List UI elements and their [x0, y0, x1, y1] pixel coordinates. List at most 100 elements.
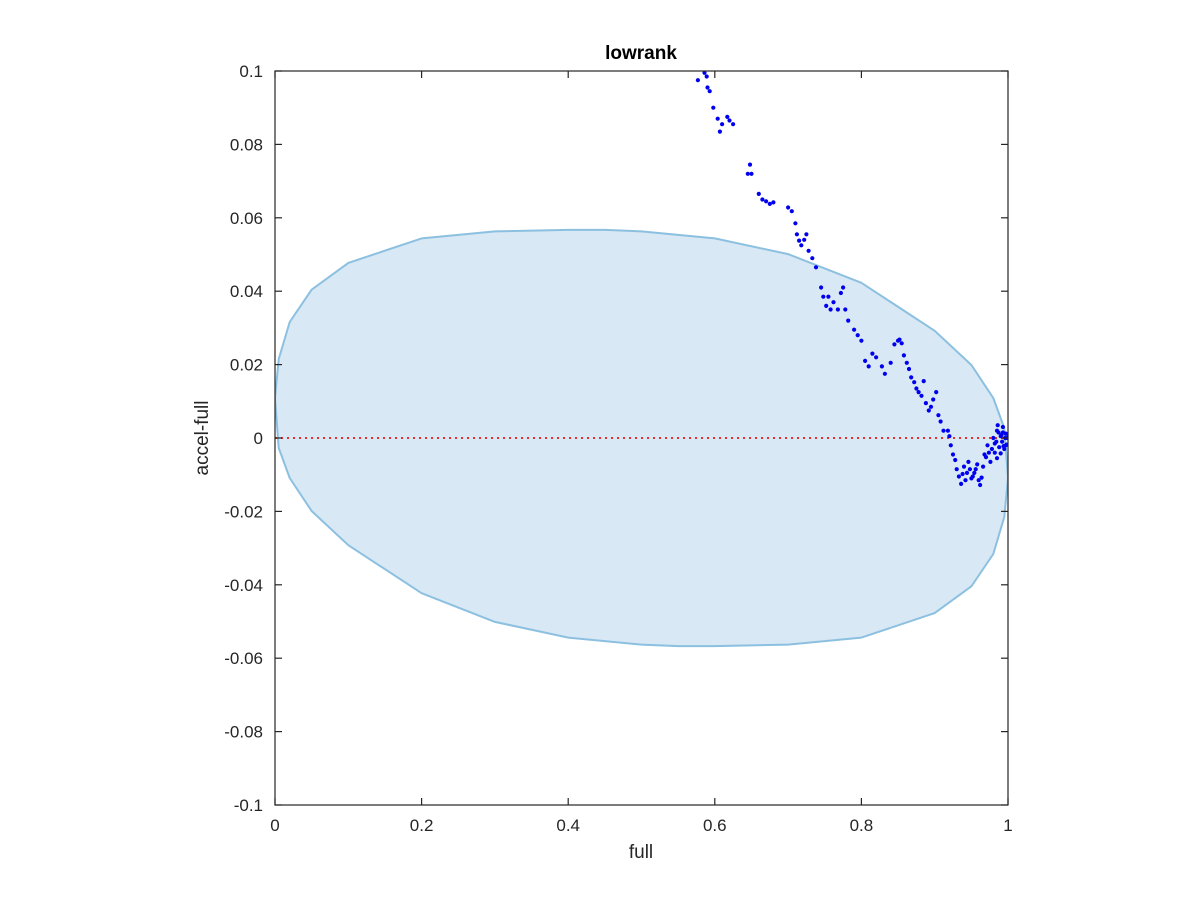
x-tick-label: 1 [1003, 816, 1012, 835]
data-point [989, 446, 995, 452]
y-tick-label: -0.02 [224, 502, 263, 521]
data-point [985, 443, 990, 448]
y-tick-label: 0 [254, 429, 263, 448]
data-point [764, 199, 769, 204]
y-tick-label: 0.06 [230, 209, 263, 228]
data-point [995, 423, 1000, 428]
data-point [846, 318, 851, 323]
data-point [978, 482, 983, 488]
data-point [707, 89, 712, 94]
data-point [916, 390, 921, 395]
data-point [852, 327, 857, 332]
data-point [731, 122, 736, 127]
x-tick-label: 0 [270, 816, 279, 835]
data-point [950, 452, 956, 457]
data-point [934, 390, 939, 395]
x-tick-label: 0.6 [703, 816, 727, 835]
data-point [956, 474, 962, 479]
data-point [970, 474, 975, 479]
data-point [928, 404, 934, 409]
y-tick-label: -0.06 [224, 649, 263, 668]
plot-content [275, 71, 1008, 648]
chart-title: lowrank [605, 43, 677, 64]
data-point [813, 265, 819, 270]
data-point [810, 256, 815, 261]
data-point [826, 294, 831, 299]
data-point [756, 191, 761, 196]
data-point [992, 441, 997, 446]
data-point [892, 342, 897, 347]
data-point [824, 303, 829, 308]
data-point [821, 294, 826, 299]
x-tick-label: 0.8 [850, 816, 874, 835]
data-point [975, 462, 980, 467]
data-point [960, 471, 965, 477]
data-point [998, 451, 1003, 456]
data-point [899, 341, 904, 346]
data-point [996, 430, 1001, 435]
data-point [1000, 424, 1006, 430]
data-point [767, 201, 772, 206]
data-point [859, 338, 864, 343]
data-point [953, 457, 958, 463]
data-point [715, 116, 720, 121]
data-point [705, 85, 710, 90]
y-tick-label: -0.04 [224, 576, 263, 595]
data-point [906, 366, 912, 372]
data-point [986, 450, 992, 455]
data-point [717, 129, 723, 134]
data-point [804, 232, 809, 237]
data-point [874, 355, 879, 360]
x-axis-label: full [629, 842, 653, 863]
data-point [745, 171, 750, 176]
data-point [727, 118, 732, 123]
y-tick-label: -0.1 [234, 796, 263, 815]
data-point [909, 375, 914, 380]
data-point [838, 290, 844, 296]
data-point [843, 307, 848, 312]
data-point [794, 232, 800, 237]
data-point [897, 337, 902, 342]
data-point [967, 467, 973, 472]
data-point [841, 285, 846, 290]
data-point [983, 455, 989, 460]
data-point [914, 386, 919, 391]
data-point [806, 248, 811, 253]
data-point [863, 358, 868, 363]
y-tick-label: 0.08 [230, 135, 263, 154]
data-point [725, 114, 730, 119]
data-point [959, 481, 964, 486]
data-point [936, 413, 941, 418]
data-point [835, 307, 841, 312]
data-point [941, 428, 946, 433]
data-point [945, 428, 951, 433]
data-point [912, 380, 917, 385]
data-point [1002, 446, 1007, 452]
data-point [720, 122, 725, 127]
data-point [998, 434, 1003, 439]
data-point [923, 401, 929, 406]
data-point [988, 459, 993, 464]
data-point [747, 162, 753, 167]
data-point [695, 78, 701, 83]
data-point [979, 475, 984, 480]
x-tick-label: 0.2 [410, 816, 434, 835]
y-tick-label: -0.08 [224, 723, 263, 742]
data-point [921, 379, 926, 384]
data-point [704, 74, 709, 79]
data-point [799, 243, 804, 248]
data-point [870, 351, 875, 356]
data-point [882, 371, 888, 376]
plot-area: 0 0.2 0.4 0.6 0.8 1 0.1 0.08 0.06 0.04 0.02 0 -0.02 -… [224, 62, 1012, 835]
data-point [947, 434, 952, 439]
data-point [855, 333, 860, 338]
data-point [789, 209, 794, 214]
data-point [831, 300, 836, 305]
data-point [786, 205, 791, 210]
data-point [1003, 443, 1008, 448]
data-point [992, 450, 997, 455]
data-point [904, 360, 909, 365]
data-point [973, 467, 978, 472]
data-point [926, 408, 931, 413]
